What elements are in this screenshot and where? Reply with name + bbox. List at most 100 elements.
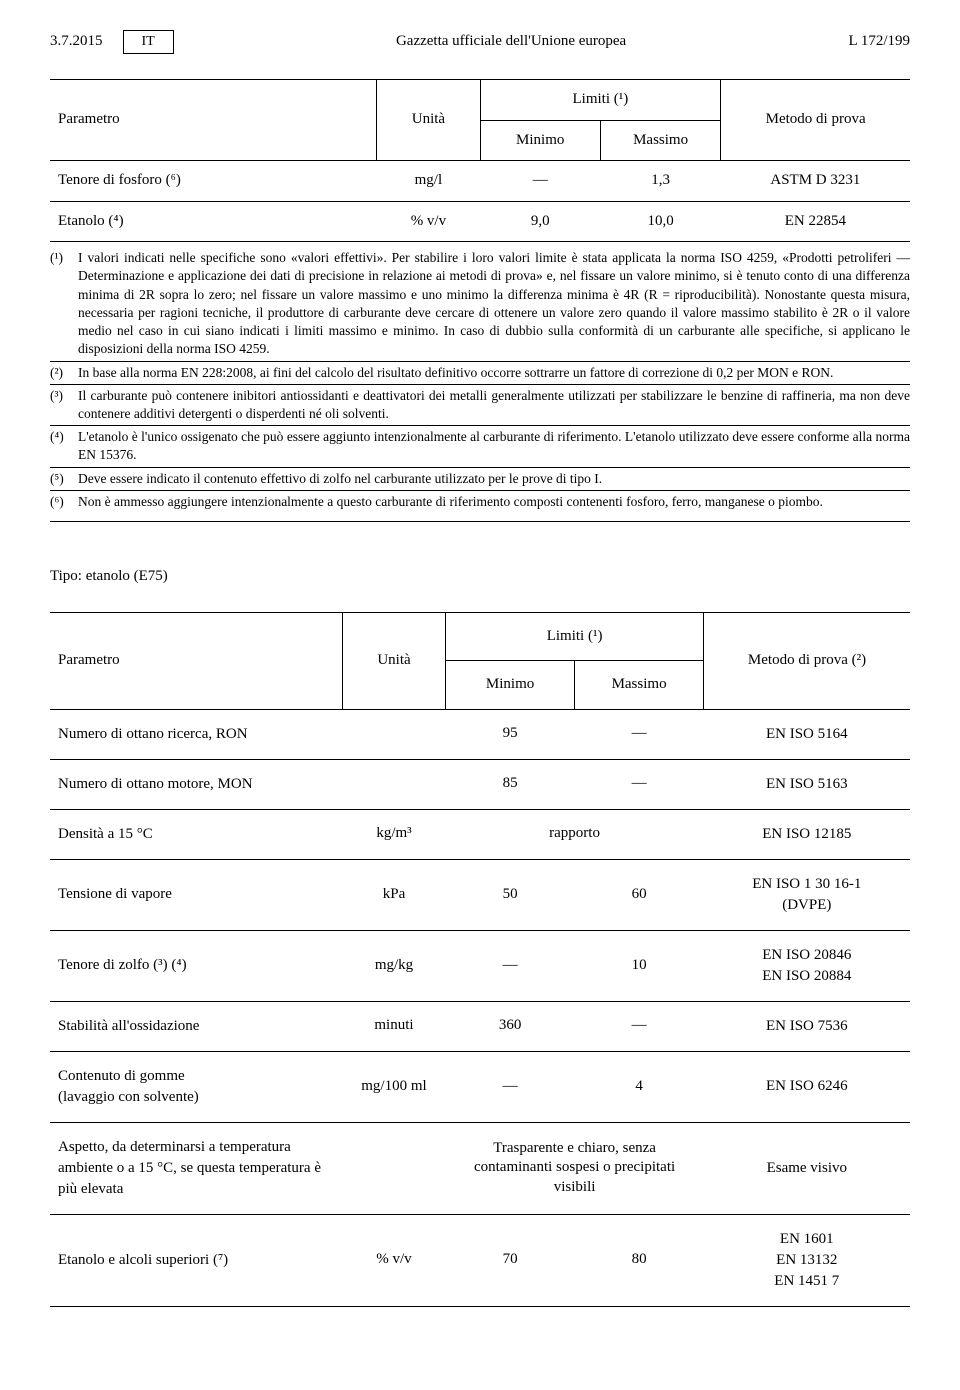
table-row: Numero di ottano motore, MON 85—EN ISO 51…	[50, 759, 910, 809]
col-limits: Limiti (¹)	[480, 80, 721, 121]
cell-param: Densità a 15 °C	[50, 809, 342, 859]
col-method: Metodo di prova (²)	[704, 612, 910, 709]
header-title: Gazzetta ufficiale dell'Unione europea	[174, 32, 849, 52]
cell-method: EN 22854	[721, 201, 910, 242]
footnote-marker: (⁶)	[50, 493, 70, 511]
cell-span: rapporto	[446, 809, 704, 859]
col-limits: Limiti (¹)	[446, 612, 704, 661]
cell-min: 70	[446, 1214, 575, 1306]
cell-param: Aspetto, da determinarsi a temperatura a…	[50, 1122, 342, 1214]
footnote-marker: (²)	[50, 364, 70, 382]
table-row: Densità a 15 °Ckg/m³rapportoEN ISO 12185	[50, 809, 910, 859]
cell-param: Etanolo (⁴)	[50, 201, 377, 242]
footnote-text: Non è ammesso aggiungere intenzionalment…	[78, 493, 910, 511]
cell-max: —	[575, 1001, 704, 1051]
cell-unit	[342, 1122, 445, 1214]
col-method: Metodo di prova	[721, 80, 910, 161]
cell-max: 10,0	[600, 201, 720, 242]
cell-method: EN ISO 20846EN ISO 20884	[704, 930, 910, 1001]
header-page: L 172/199	[848, 32, 910, 52]
footnote: (⁵) Deve essere indicato il contenuto eff…	[50, 468, 910, 491]
cell-unit: minuti	[342, 1001, 445, 1051]
cell-min: —	[480, 161, 600, 202]
footnotes-block: (¹) I valori indicati nelle specifiche so…	[50, 247, 910, 522]
cell-max: 60	[575, 859, 704, 930]
col-max: Massimo	[600, 120, 720, 161]
footnote-marker: (³)	[50, 387, 70, 423]
cell-method: EN ISO 5163	[704, 759, 910, 809]
col-param: Parametro	[50, 612, 342, 709]
cell-min: 85	[446, 759, 575, 809]
col-unit: Unità	[342, 612, 445, 709]
cell-min: 360	[446, 1001, 575, 1051]
cell-unit	[342, 759, 445, 809]
cell-unit: mg/100 ml	[342, 1051, 445, 1122]
cell-min: —	[446, 930, 575, 1001]
section-title: Tipo: etanolo (E75)	[50, 567, 910, 587]
cell-max: 4	[575, 1051, 704, 1122]
table-row: Aspetto, da determinarsi a temperatura a…	[50, 1122, 910, 1214]
footnote-marker: (¹)	[50, 249, 70, 358]
footnote-text: I valori indicati nelle specifiche sono …	[78, 249, 910, 358]
cell-method: EN ISO 5164	[704, 709, 910, 759]
cell-method: EN ISO 12185	[704, 809, 910, 859]
cell-param: Tensione di vapore	[50, 859, 342, 930]
table-row: Tensione di vaporekPa5060EN ISO 1 30 16-…	[50, 859, 910, 930]
cell-max: —	[575, 759, 704, 809]
cell-unit: kg/m³	[342, 809, 445, 859]
cell-unit: kPa	[342, 859, 445, 930]
table-row: Etanolo e alcoli superiori (⁷)% v/v7080E…	[50, 1214, 910, 1306]
footnote-marker: (⁵)	[50, 470, 70, 488]
cell-param: Numero di ottano ricerca, RON	[50, 709, 342, 759]
table-row: Tenore di zolfo (³) (⁴)mg/kg—10EN ISO 20…	[50, 930, 910, 1001]
cell-method: EN ISO 7536	[704, 1001, 910, 1051]
cell-param: Etanolo e alcoli superiori (⁷)	[50, 1214, 342, 1306]
footnote-text: Deve essere indicato il contenuto effett…	[78, 470, 910, 488]
cell-max: 80	[575, 1214, 704, 1306]
cell-param: Tenore di zolfo (³) (⁴)	[50, 930, 342, 1001]
col-max: Massimo	[575, 661, 704, 710]
table-row: Stabilità all'ossidazioneminuti360—EN IS…	[50, 1001, 910, 1051]
cell-min: 50	[446, 859, 575, 930]
lang-code: IT	[123, 30, 174, 54]
col-min: Minimo	[480, 120, 600, 161]
col-param: Parametro	[50, 80, 377, 161]
footnote: (²) In base alla norma EN 228:2008, ai fi…	[50, 362, 910, 385]
header-date: 3.7.2015	[50, 32, 103, 52]
col-min: Minimo	[446, 661, 575, 710]
col-unit: Unità	[377, 80, 480, 161]
cell-min: 95	[446, 709, 575, 759]
parameters-table-1: Parametro Unità Limiti (¹) Metodo di pro…	[50, 79, 910, 242]
cell-max: 1,3	[600, 161, 720, 202]
cell-method: ASTM D 3231	[721, 161, 910, 202]
footnote: (⁶) Non è ammesso aggiungere intenzionalm…	[50, 491, 910, 513]
parameters-table-2: Parametro Unità Limiti (¹) Metodo di pro…	[50, 612, 910, 1307]
cell-method: EN 1601EN 13132EN 1451 7	[704, 1214, 910, 1306]
page-header: 3.7.2015 IT Gazzetta ufficiale dell'Unio…	[50, 30, 910, 54]
cell-method: EN ISO 1 30 16-1(DVPE)	[704, 859, 910, 930]
cell-min: —	[446, 1051, 575, 1122]
table-row: Numero di ottano ricerca, RON 95—EN ISO 5…	[50, 709, 910, 759]
cell-unit: mg/kg	[342, 930, 445, 1001]
footnote-text: In base alla norma EN 228:2008, ai fini …	[78, 364, 910, 382]
footnote-marker: (⁴)	[50, 428, 70, 464]
cell-unit: mg/l	[377, 161, 480, 202]
footnote-text: L'etanolo è l'unico ossigenato che può e…	[78, 428, 910, 464]
table-row: Tenore di fosforo (⁶)mg/l—1,3ASTM D 3231	[50, 161, 910, 202]
cell-max: —	[575, 709, 704, 759]
cell-param: Numero di ottano motore, MON	[50, 759, 342, 809]
table-row: Contenuto di gomme(lavaggio con solvente…	[50, 1051, 910, 1122]
cell-span: Trasparente e chiaro, senza contaminanti…	[446, 1122, 704, 1214]
cell-method: EN ISO 6246	[704, 1051, 910, 1122]
cell-param: Contenuto di gomme(lavaggio con solvente…	[50, 1051, 342, 1122]
cell-min: 9,0	[480, 201, 600, 242]
cell-unit	[342, 709, 445, 759]
cell-param: Stabilità all'ossidazione	[50, 1001, 342, 1051]
footnote: (⁴) L'etanolo è l'unico ossigenato che pu…	[50, 426, 910, 467]
cell-method: Esame visivo	[704, 1122, 910, 1214]
cell-unit: % v/v	[377, 201, 480, 242]
cell-param: Tenore di fosforo (⁶)	[50, 161, 377, 202]
cell-unit: % v/v	[342, 1214, 445, 1306]
table-row: Etanolo (⁴)% v/v9,010,0EN 22854	[50, 201, 910, 242]
footnote: (³)Il carburante può contenere inibitori…	[50, 385, 910, 426]
